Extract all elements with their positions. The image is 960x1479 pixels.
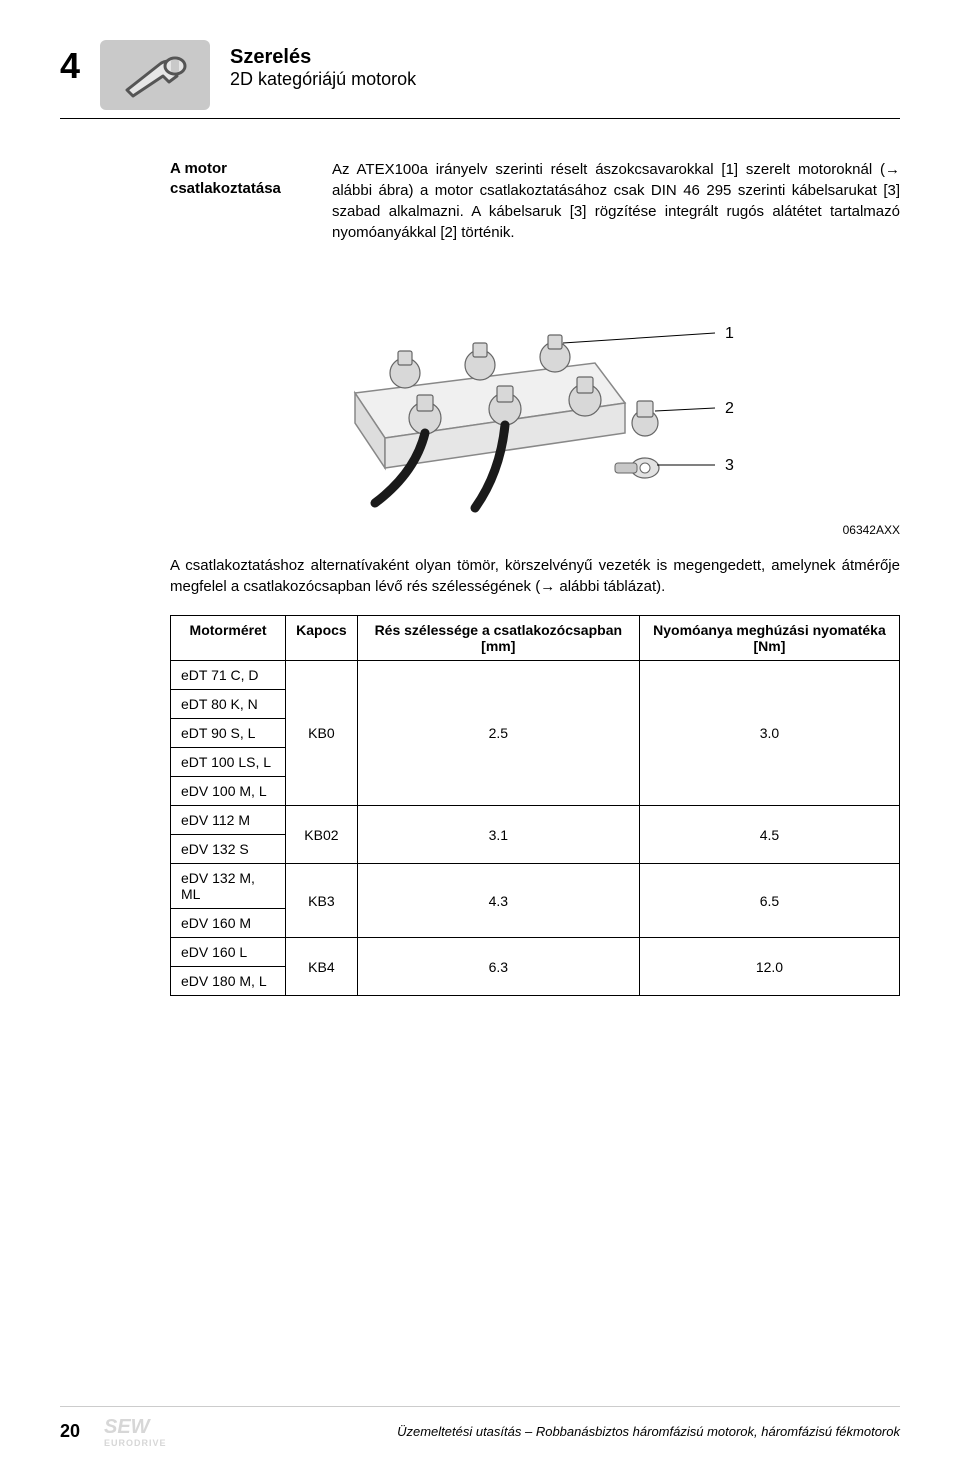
cell-motor: eDV 112 M [171, 806, 286, 835]
cell-torque: 12.0 [639, 938, 899, 996]
cell-gap: 2.5 [357, 661, 639, 806]
figure-label-1: 1 [725, 325, 734, 342]
figure-label-3: 3 [725, 457, 734, 474]
cell-kapocs: KB4 [286, 938, 358, 996]
paragraph-2: A csatlakoztatáshoz alternatívaként olya… [170, 555, 900, 597]
wrench-icon-box [100, 40, 210, 110]
chapter-number: 4 [60, 40, 80, 84]
header-titles: Szerelés 2D kategóriájú motorok [230, 40, 416, 90]
cell-gap: 4.3 [357, 864, 639, 938]
wrench-icon [115, 50, 195, 100]
cell-motor: eDV 132 S [171, 835, 286, 864]
page-footer: 20 SEW EURODRIVE Üzemeltetési utasítás –… [60, 1406, 900, 1449]
svg-text:SEW: SEW [104, 1416, 152, 1438]
figure-label-2: 2 [725, 400, 734, 417]
sew-logo: SEW EURODRIVE [104, 1413, 204, 1449]
header-title-sub: 2D kategóriájú motorok [230, 69, 416, 90]
svg-text:EURODRIVE: EURODRIVE [104, 1438, 167, 1448]
cell-motor: eDT 80 K, N [171, 690, 286, 719]
cell-motor: eDT 100 LS, L [171, 748, 286, 777]
side-label: A motor csatlakoztatása [170, 159, 310, 243]
page-number: 20 [60, 1421, 80, 1442]
content-block: A motor csatlakoztatása Az ATEX100a irán… [60, 159, 900, 996]
col-gap: Rés szélessége a csatlakozócsapban [mm] [357, 616, 639, 661]
table-header-row: Motorméret Kapocs Rés szélessége a csatl… [171, 616, 900, 661]
cell-torque: 4.5 [639, 806, 899, 864]
table-row: eDV 160 LKB46.312.0 [171, 938, 900, 967]
cell-torque: 6.5 [639, 864, 899, 938]
paragraph-1: Az ATEX100a irányelv szerinti réselt ász… [332, 159, 900, 243]
col-torque: Nyomóanya meghúzási nyomatéka [Nm] [639, 616, 899, 661]
table-row: eDT 71 C, DKB02.53.0 [171, 661, 900, 690]
cell-gap: 3.1 [357, 806, 639, 864]
page: 4 Szerelés 2D kategóriájú motorok A moto… [0, 0, 960, 1479]
page-header: 4 Szerelés 2D kategóriájú motorok [60, 40, 900, 119]
footer-text: Üzemeltetési utasítás – Robbanásbiztos h… [397, 1424, 900, 1439]
cell-motor: eDT 71 C, D [171, 661, 286, 690]
cell-motor: eDV 160 M [171, 909, 286, 938]
figure: 1 2 3 [170, 273, 900, 513]
cell-kapocs: KB02 [286, 806, 358, 864]
header-title-main: Szerelés [230, 46, 416, 69]
cell-motor: eDV 132 M, ML [171, 864, 286, 909]
table-row: eDV 112 MKB023.14.5 [171, 806, 900, 835]
cell-motor: eDV 100 M, L [171, 777, 286, 806]
section-intro: A motor csatlakoztatása Az ATEX100a irán… [170, 159, 900, 243]
cell-gap: 6.3 [357, 938, 639, 996]
terminal-block-figure: 1 2 3 [295, 273, 775, 513]
cell-kapocs: KB0 [286, 661, 358, 806]
col-kapocs: Kapocs [286, 616, 358, 661]
figure-code: 06342AXX [170, 523, 900, 537]
cell-kapocs: KB3 [286, 864, 358, 938]
cell-motor: eDV 180 M, L [171, 967, 286, 996]
cell-motor: eDV 160 L [171, 938, 286, 967]
col-motor: Motorméret [171, 616, 286, 661]
table-row: eDV 132 M, MLKB34.36.5 [171, 864, 900, 909]
cell-torque: 3.0 [639, 661, 899, 806]
cell-motor: eDT 90 S, L [171, 719, 286, 748]
spec-table: Motorméret Kapocs Rés szélessége a csatl… [170, 615, 900, 996]
